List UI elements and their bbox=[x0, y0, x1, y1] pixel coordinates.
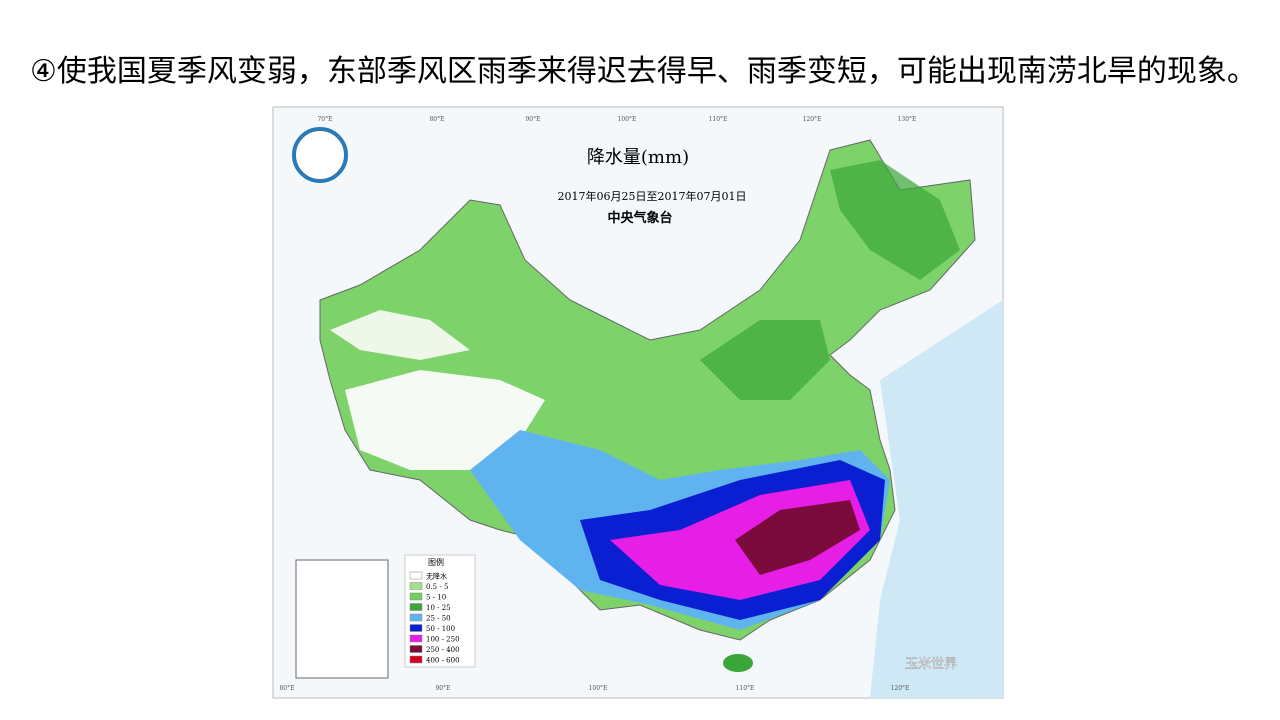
longitude-label: 90°E bbox=[525, 116, 540, 123]
dry-region bbox=[330, 310, 470, 360]
legend-label: 250 - 400 bbox=[426, 646, 460, 654]
legend-label: 0.5 - 5 bbox=[426, 583, 448, 591]
legend-swatch bbox=[409, 603, 423, 611]
longitude-label: 110°E bbox=[736, 685, 755, 692]
map-title: 降水量(mm) bbox=[587, 147, 689, 168]
rain-zone bbox=[830, 160, 960, 280]
legend-label: 无降水 bbox=[426, 572, 447, 581]
legend-swatch bbox=[409, 624, 423, 632]
inset-map bbox=[295, 559, 389, 679]
longitude-label: 70°E bbox=[317, 116, 332, 123]
hainan bbox=[723, 654, 753, 672]
legend-label: 5 - 10 bbox=[426, 594, 446, 602]
legend-swatch bbox=[409, 645, 423, 653]
dry-region bbox=[345, 370, 545, 470]
date-range: 2017年06月25日至2017年07月01日 bbox=[558, 189, 747, 203]
longitude-label: 110°E bbox=[709, 116, 728, 123]
longitude-label: 120°E bbox=[891, 685, 910, 692]
legend-swatch bbox=[409, 655, 423, 664]
legend-swatch bbox=[409, 571, 423, 580]
longitude-label: 100°E bbox=[618, 116, 637, 123]
legend-swatch bbox=[409, 634, 423, 643]
legend-label: 100 - 250 bbox=[426, 636, 460, 644]
slide-text: ④使我国夏季风变弱，东部季风区雨季来得迟去得早、雨季变短，可能出现南涝北旱的现象… bbox=[30, 54, 1257, 89]
legend-swatch bbox=[409, 613, 423, 622]
legend-swatch bbox=[409, 582, 423, 590]
legend-label: 400 - 600 bbox=[426, 657, 460, 665]
longitude-label: 130°E bbox=[898, 116, 917, 123]
longitude-label: 100°E bbox=[589, 685, 608, 692]
legend-label: 10 - 25 bbox=[426, 604, 451, 612]
legend-label: 25 - 50 bbox=[426, 615, 451, 623]
longitude-label: 80°E bbox=[279, 685, 294, 692]
legend-swatch bbox=[409, 592, 423, 601]
legend-label: 50 - 100 bbox=[426, 625, 455, 633]
longitude-label: 120°E bbox=[803, 116, 822, 123]
longitude-label: 90°E bbox=[435, 685, 450, 692]
rain-zone bbox=[700, 320, 830, 400]
sea bbox=[870, 300, 1003, 698]
longitude-label: 80°E bbox=[429, 116, 444, 123]
legend-title: 图例 bbox=[428, 557, 444, 567]
logo bbox=[292, 127, 348, 183]
issuer: 中央气象台 bbox=[607, 210, 672, 226]
watermark: 玉米世界 bbox=[905, 657, 957, 672]
rain-zone bbox=[735, 500, 860, 575]
